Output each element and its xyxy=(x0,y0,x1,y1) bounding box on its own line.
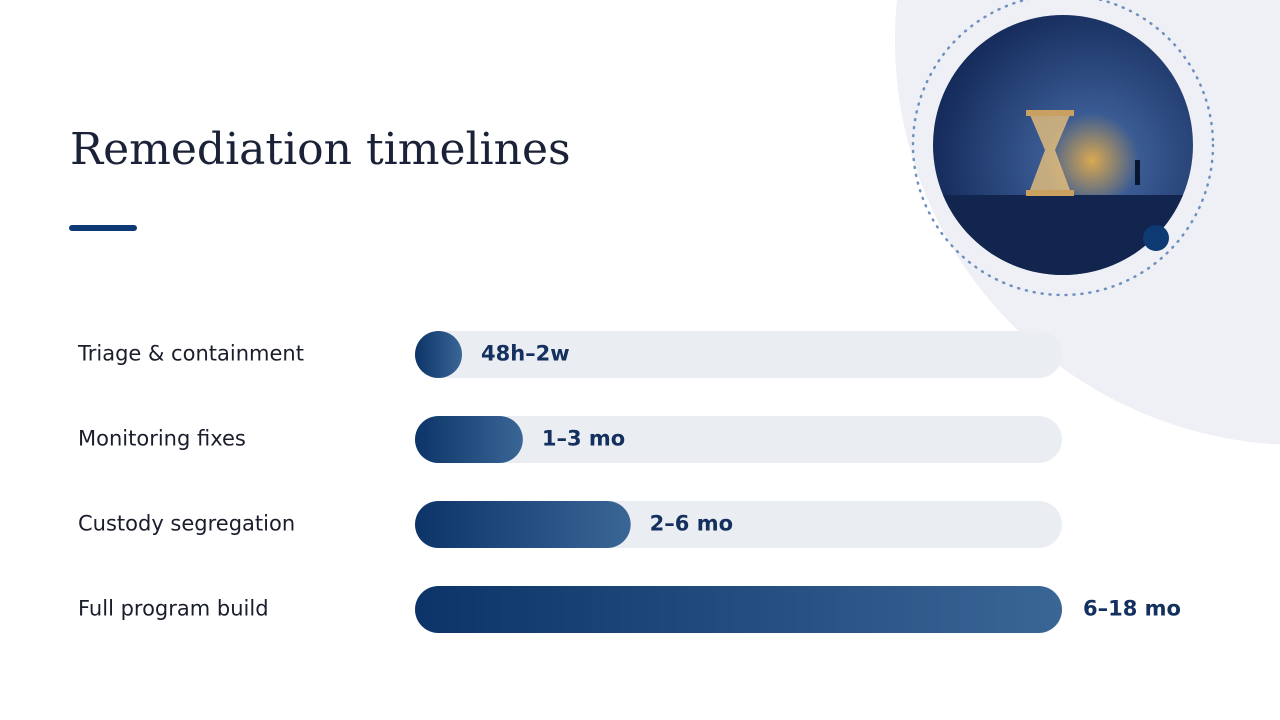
accent-dot xyxy=(1143,225,1169,251)
bar xyxy=(415,416,523,463)
value-label: 1–3 mo xyxy=(542,427,625,451)
title: Remediation timelines xyxy=(70,124,571,175)
value-label: 48h–2w xyxy=(481,342,570,366)
bar-track xyxy=(415,331,1062,378)
dotted-ring xyxy=(911,0,1215,297)
category-label: Triage & containment xyxy=(77,342,304,366)
hero-image xyxy=(933,15,1193,275)
bar xyxy=(415,586,1062,633)
value-label: 2–6 mo xyxy=(650,512,733,536)
bar xyxy=(415,501,631,548)
category-label: Custody segregation xyxy=(78,512,295,536)
bar xyxy=(415,331,462,378)
bar-track xyxy=(415,416,1062,463)
category-label: Full program build xyxy=(78,597,269,621)
title-rule xyxy=(69,225,137,231)
plot: Triage & containment 48h–2w Monitoring fix… xyxy=(77,331,1181,633)
category-label: Monitoring fixes xyxy=(78,427,246,451)
value-label: 6–18 mo xyxy=(1083,597,1181,621)
